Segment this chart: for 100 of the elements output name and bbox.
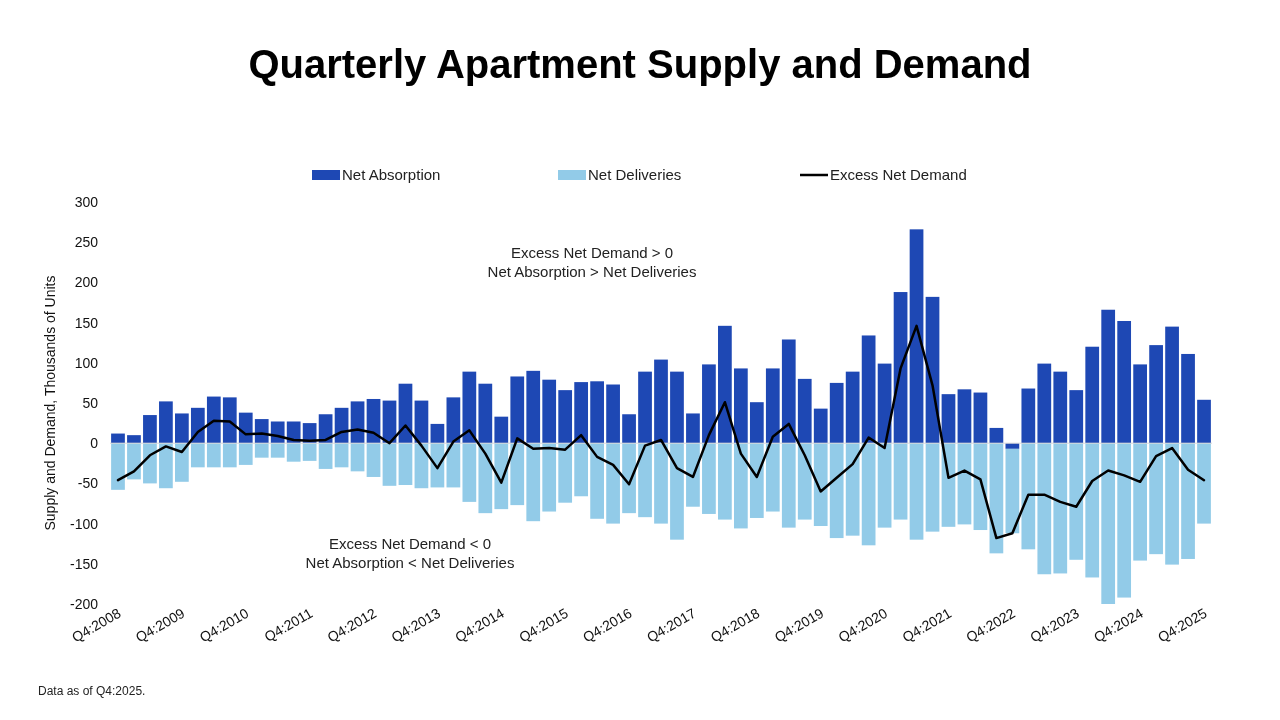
bar <box>861 335 876 444</box>
y-tick-label: 300 <box>74 194 99 210</box>
legend-label: Excess Net Demand <box>830 166 967 183</box>
bar <box>797 378 812 444</box>
bar <box>1005 448 1020 534</box>
bar <box>127 435 141 444</box>
bar <box>542 443 557 512</box>
y-tick-label: -100 <box>69 515 99 532</box>
bar <box>670 371 684 444</box>
y-tick-label: 250 <box>74 234 99 251</box>
bar <box>941 394 956 444</box>
bar <box>622 443 636 514</box>
bar <box>1149 443 1163 555</box>
bar <box>1021 443 1036 550</box>
annotation: Excess Net Demand > 0 Net Absorption > Net Deliveries <box>487 244 697 280</box>
y-tick-label: -200 <box>69 596 99 612</box>
bar <box>718 325 732 444</box>
bar <box>733 443 748 529</box>
y-tick-label: 100 <box>74 354 99 371</box>
bar <box>670 443 684 540</box>
bar <box>350 443 365 472</box>
bar <box>526 370 541 444</box>
bar <box>622 414 636 444</box>
bar <box>638 371 652 444</box>
bar <box>175 443 189 482</box>
bar <box>813 408 828 444</box>
bar <box>909 229 924 444</box>
bar <box>270 443 285 458</box>
bar <box>526 443 541 522</box>
bar <box>845 371 860 444</box>
bar <box>111 443 125 490</box>
bar <box>1197 399 1211 444</box>
bar <box>877 443 892 528</box>
bar <box>829 443 844 539</box>
bar <box>1069 443 1084 560</box>
bar <box>1165 326 1179 444</box>
bar <box>366 443 381 477</box>
bar <box>398 443 413 486</box>
bar <box>1053 443 1068 574</box>
bar <box>749 443 764 518</box>
bar <box>989 427 1004 444</box>
y-tick-label: 200 <box>74 274 99 291</box>
bar <box>1037 443 1052 575</box>
chart-title: Quarterly Apartment Supply and Demand <box>248 42 1032 86</box>
bar <box>159 443 173 489</box>
bar <box>1037 363 1052 444</box>
bar <box>206 443 221 468</box>
bar <box>1021 388 1036 444</box>
bar <box>190 407 205 444</box>
bar <box>478 443 493 514</box>
bar <box>143 415 157 444</box>
bar <box>1117 443 1132 598</box>
bar <box>1101 309 1116 444</box>
bar <box>510 376 525 444</box>
bar <box>1117 320 1132 444</box>
y-tick-label: -150 <box>69 555 99 572</box>
bar <box>1101 443 1116 604</box>
bar <box>430 423 445 444</box>
text: Data as of Q4:2025. <box>38 684 146 698</box>
bar <box>222 397 237 444</box>
y-axis-title: Supply and Demand, Thousands of Units <box>42 275 58 531</box>
bar <box>286 443 301 462</box>
bar <box>718 443 732 520</box>
bar <box>462 443 477 502</box>
bar <box>574 382 589 444</box>
bar <box>765 368 780 444</box>
bar <box>749 402 764 444</box>
bar <box>909 443 924 540</box>
bar <box>190 443 205 468</box>
bar <box>606 443 620 524</box>
bar <box>590 381 604 444</box>
bar <box>494 443 509 510</box>
bar <box>238 443 253 465</box>
bar <box>206 396 221 444</box>
bar <box>829 382 844 444</box>
y-tick-label: 50 <box>82 395 99 411</box>
bar <box>654 443 668 524</box>
bar <box>111 433 125 444</box>
bar <box>590 443 604 519</box>
bar <box>302 443 317 461</box>
bar <box>606 384 620 444</box>
bar <box>686 443 700 507</box>
bar <box>845 443 860 536</box>
bar <box>957 389 972 444</box>
bar <box>446 397 461 444</box>
bar <box>861 443 876 546</box>
bar <box>143 443 157 484</box>
bar <box>558 390 573 444</box>
bar <box>334 443 349 468</box>
bar <box>797 443 812 520</box>
bar <box>813 443 828 527</box>
bar <box>574 443 589 497</box>
bar <box>973 392 988 444</box>
bar <box>1133 364 1147 444</box>
bar <box>558 443 573 503</box>
bar <box>159 401 173 444</box>
bar <box>1069 390 1084 444</box>
bar <box>654 359 668 444</box>
bar <box>318 443 333 469</box>
bar <box>222 443 237 468</box>
